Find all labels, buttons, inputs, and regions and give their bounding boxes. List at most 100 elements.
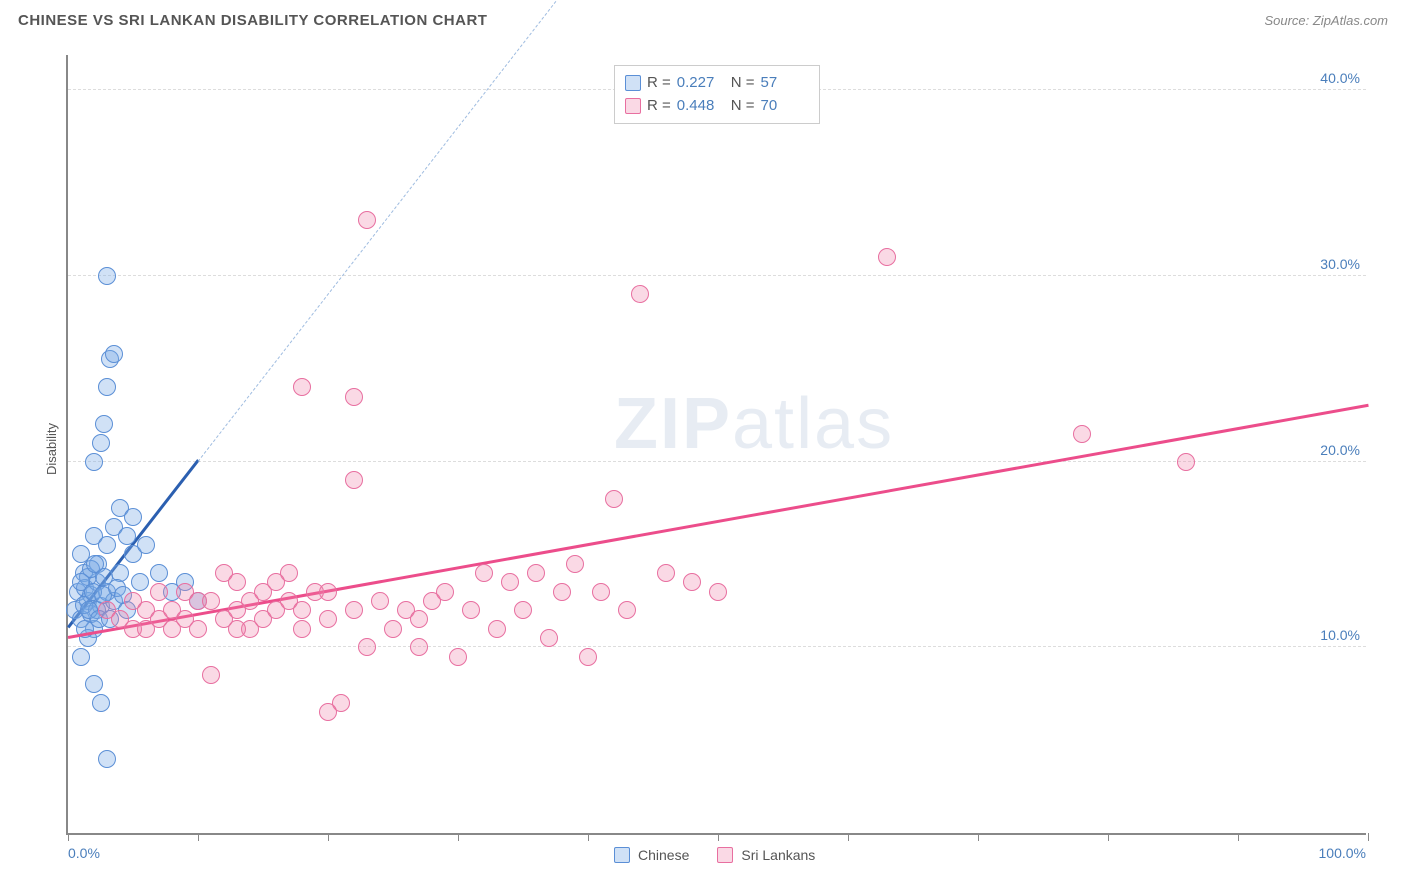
data-point: [228, 620, 246, 638]
data-point: [293, 378, 311, 396]
data-point: [345, 601, 363, 619]
y-tick-label: 20.0%: [1320, 442, 1360, 458]
n-value: 57: [761, 72, 809, 95]
data-point: [98, 378, 116, 396]
data-point: [228, 573, 246, 591]
data-point: [592, 583, 610, 601]
n-value: 70: [761, 95, 809, 118]
data-point: [86, 555, 104, 573]
y-tick-label: 40.0%: [1320, 70, 1360, 86]
data-point: [410, 638, 428, 656]
data-point: [98, 267, 116, 285]
data-point: [189, 620, 207, 638]
data-point: [345, 471, 363, 489]
data-point: [293, 620, 311, 638]
x-tick: [718, 833, 719, 841]
data-point: [150, 583, 168, 601]
data-point: [657, 564, 675, 582]
r-label: R =: [647, 95, 671, 118]
x-tick: [1368, 833, 1369, 841]
x-tick: [198, 833, 199, 841]
x-tick: [458, 833, 459, 841]
data-point: [202, 666, 220, 684]
x-axis-max-label: 100.0%: [1319, 845, 1366, 861]
legend-swatch: [625, 98, 641, 114]
data-point: [319, 583, 337, 601]
stats-legend-box: R = 0.227 N = 57R = 0.448 N = 70: [614, 65, 820, 124]
data-point: [410, 610, 428, 628]
data-point: [124, 508, 142, 526]
x-tick: [588, 833, 589, 841]
data-point: [92, 694, 110, 712]
chart-title: CHINESE VS SRI LANKAN DISABILITY CORRELA…: [18, 12, 487, 29]
data-point: [436, 583, 454, 601]
r-value: 0.227: [677, 72, 725, 95]
data-point: [462, 601, 480, 619]
legend-swatch: [614, 847, 630, 863]
data-point: [345, 388, 363, 406]
data-point: [1177, 453, 1195, 471]
x-tick: [328, 833, 329, 841]
data-point: [267, 573, 285, 591]
plot-area: 10.0%20.0%30.0%40.0%0.0%100.0%ZIPatlasR …: [66, 55, 1366, 835]
data-point: [475, 564, 493, 582]
data-point: [371, 592, 389, 610]
y-tick-label: 30.0%: [1320, 256, 1360, 272]
x-tick: [848, 833, 849, 841]
data-point: [92, 434, 110, 452]
data-point: [501, 573, 519, 591]
n-label: N =: [731, 95, 755, 118]
x-tick: [978, 833, 979, 841]
data-point: [319, 703, 337, 721]
legend-label: Sri Lankans: [741, 847, 815, 863]
data-point: [72, 648, 90, 666]
data-point: [488, 620, 506, 638]
stats-row: R = 0.448 N = 70: [625, 95, 809, 118]
legend-swatch: [717, 847, 733, 863]
data-point: [605, 490, 623, 508]
x-tick: [1238, 833, 1239, 841]
r-label: R =: [647, 72, 671, 95]
trendline: [68, 403, 1368, 638]
data-point: [384, 620, 402, 638]
gridline: [68, 461, 1366, 462]
data-point: [1073, 425, 1091, 443]
data-point: [631, 285, 649, 303]
data-point: [618, 601, 636, 619]
data-point: [683, 573, 701, 591]
data-point: [319, 610, 337, 628]
data-point: [95, 415, 113, 433]
source-label: Source: ZipAtlas.com: [1264, 13, 1388, 28]
bottom-legend: Chinese Sri Lankans: [614, 847, 815, 863]
data-point: [98, 536, 116, 554]
data-point: [566, 555, 584, 573]
y-tick-label: 10.0%: [1320, 627, 1360, 643]
r-value: 0.448: [677, 95, 725, 118]
data-point: [449, 648, 467, 666]
stats-row: R =0.227N =57: [625, 72, 809, 95]
x-tick: [68, 833, 69, 841]
data-point: [98, 750, 116, 768]
data-point: [358, 638, 376, 656]
legend-item: Sri Lankans: [717, 847, 815, 863]
watermark: ZIPatlas: [614, 383, 894, 465]
y-axis-label: Disability: [44, 423, 59, 475]
data-point: [137, 536, 155, 554]
data-point: [131, 573, 149, 591]
data-point: [105, 345, 123, 363]
x-tick: [1108, 833, 1109, 841]
gridline: [68, 275, 1366, 276]
data-point: [878, 248, 896, 266]
data-point: [202, 592, 220, 610]
legend-item: Chinese: [614, 847, 689, 863]
data-point: [540, 629, 558, 647]
data-point: [293, 601, 311, 619]
data-point: [527, 564, 545, 582]
gridline: [68, 646, 1366, 647]
trendline-extrapolated: [198, 0, 615, 461]
data-point: [85, 453, 103, 471]
legend-label: Chinese: [638, 847, 689, 863]
legend-swatch: [625, 75, 641, 91]
data-point: [579, 648, 597, 666]
data-point: [553, 583, 571, 601]
